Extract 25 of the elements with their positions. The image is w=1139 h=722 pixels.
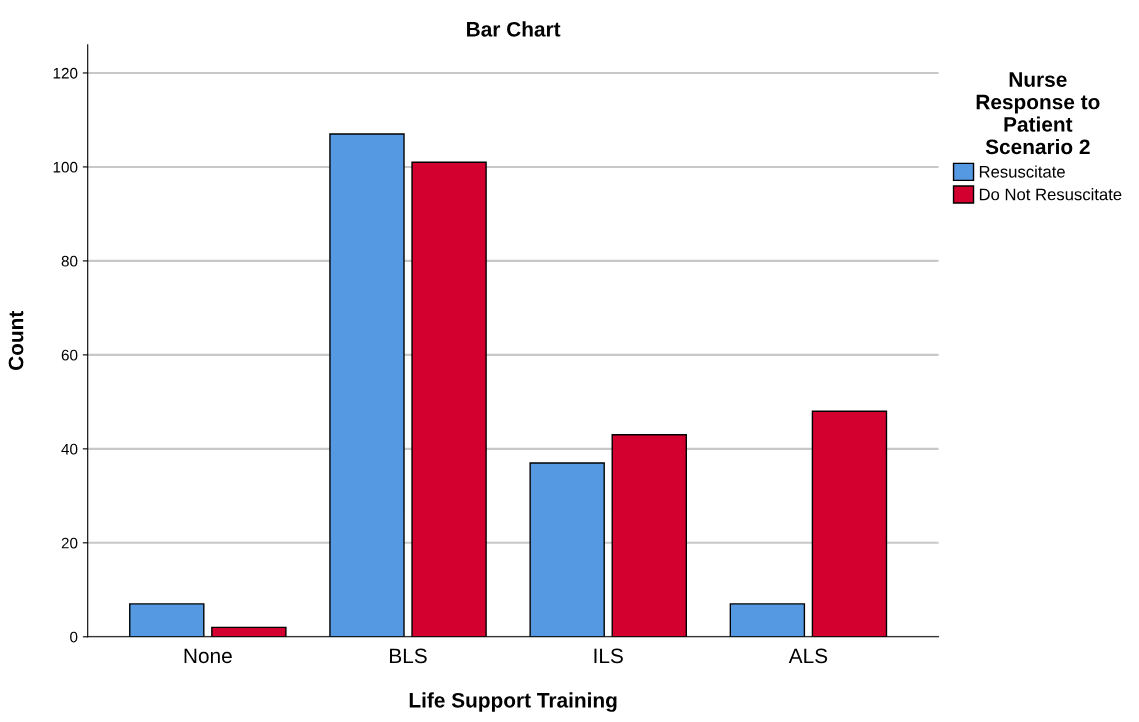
legend-label: Do Not Resuscitate (979, 188, 1122, 201)
bar (811, 410, 888, 637)
bar (411, 161, 487, 637)
y-tick-label: 120 (53, 67, 78, 79)
y-axis-title: Count (8, 310, 24, 371)
y-tick-label: 20 (61, 537, 78, 549)
y-tick-label: 40 (61, 443, 78, 455)
bar (611, 434, 687, 637)
legend-title: Nurse Response to Patient Scenario 2 (976, 72, 1100, 155)
x-axis-title: Life Support Training (409, 692, 617, 712)
y-tick-label: 100 (53, 161, 78, 173)
x-tick-label: ILS (594, 648, 623, 664)
y-tick-label: 80 (61, 255, 78, 267)
bar (329, 133, 405, 637)
legend-label: Resuscitate (979, 165, 1065, 178)
chart-title: Bar Chart (467, 21, 561, 37)
x-tick-label: BLS (390, 648, 427, 664)
bar (529, 462, 605, 637)
x-tick-label: ALS (788, 648, 828, 664)
bar (129, 603, 205, 637)
y-tick-label: 60 (61, 349, 78, 361)
bar (729, 603, 806, 637)
y-tick-label: 0 (70, 631, 78, 643)
bar (211, 626, 287, 637)
x-tick-label: None (184, 648, 232, 664)
